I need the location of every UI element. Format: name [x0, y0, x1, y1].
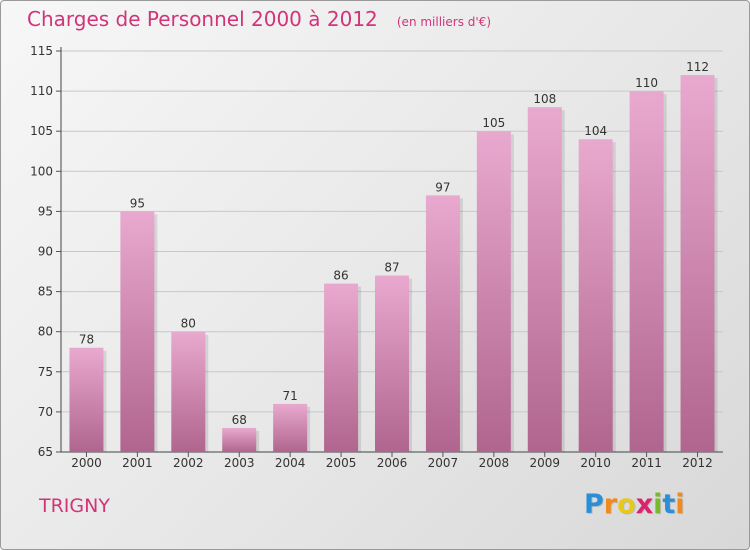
- bar-2012: [680, 75, 715, 452]
- bar-2000: [69, 347, 104, 452]
- title-row: Charges de Personnel 2000 à 2012 (en mil…: [27, 7, 491, 31]
- y-tick-label: 80: [38, 325, 53, 339]
- y-tick-label: 110: [30, 84, 53, 98]
- proxiti-logo: Proxiti: [584, 489, 685, 520]
- bar-value-label: 71: [283, 389, 298, 403]
- bar-value-label: 97: [435, 180, 450, 194]
- x-tick-label: 2010: [580, 456, 611, 470]
- x-tick-label: 2006: [377, 456, 408, 470]
- bar-2002: [171, 331, 206, 452]
- bar-2007: [425, 195, 460, 453]
- x-tick-label: 2000: [71, 456, 102, 470]
- bar-2008: [476, 131, 511, 452]
- logo-letter: o: [617, 489, 636, 520]
- bar-2006: [375, 275, 409, 452]
- logo-letter: x: [635, 489, 654, 520]
- bar-2004: [273, 403, 308, 452]
- chart-title: Charges de Personnel 2000 à 2012: [27, 7, 378, 31]
- bar-value-label: 78: [79, 333, 94, 347]
- y-tick-label: 70: [38, 405, 53, 419]
- bar-value-label: 87: [384, 261, 399, 275]
- y-tick-label: 95: [38, 204, 53, 218]
- bar-2005: [324, 283, 359, 452]
- x-tick-label: 2009: [529, 456, 560, 470]
- x-tick-label: 2011: [631, 456, 662, 470]
- logo-letter: i: [675, 489, 685, 520]
- bar-value-label: 68: [232, 413, 247, 427]
- x-tick-label: 2008: [479, 456, 510, 470]
- x-tick-label: 2005: [326, 456, 357, 470]
- bar-value-label: 86: [333, 269, 348, 283]
- y-tick-label: 115: [30, 44, 53, 58]
- logo-letter: P: [584, 489, 604, 520]
- bars: [69, 75, 718, 453]
- y-tick-label: 75: [38, 365, 53, 379]
- bar-2009: [527, 107, 562, 452]
- x-tick-label: 2003: [224, 456, 255, 470]
- bar-value-label: 110: [635, 76, 658, 90]
- chart-subtitle: (en milliers d'€): [396, 15, 491, 29]
- logo-letter: r: [603, 489, 618, 520]
- labels: 65 70 75 80 85 90 95 100 105 110 115 78 2000 95 2001 80…: [30, 44, 713, 470]
- bar-value-label: 95: [130, 196, 145, 210]
- place-name: TRIGNY: [39, 495, 110, 517]
- bar-2003: [222, 427, 257, 452]
- bar-value-label: 112: [686, 60, 709, 74]
- bar-value-label: 104: [584, 124, 607, 138]
- bar-2001: [120, 211, 155, 452]
- y-tick-label: 90: [38, 245, 53, 259]
- y-tick-label: 100: [30, 164, 53, 178]
- x-tick-label: 2004: [275, 456, 306, 470]
- bar-2010: [578, 139, 613, 452]
- y-tick-label: 65: [38, 445, 53, 459]
- logo-letter: i: [653, 489, 663, 520]
- x-tick-label: 2012: [682, 456, 713, 470]
- y-tick-label: 85: [38, 285, 53, 299]
- x-tick-label: 2007: [428, 456, 459, 470]
- y-tick-label: 105: [30, 124, 53, 138]
- x-tick-label: 2002: [173, 456, 204, 470]
- bar-2011: [629, 91, 664, 452]
- bar-value-label: 80: [181, 317, 196, 331]
- bar-value-label: 108: [533, 92, 556, 106]
- logo-letter: t: [662, 489, 676, 520]
- bar-value-label: 105: [482, 116, 505, 130]
- x-tick-label: 2001: [122, 456, 153, 470]
